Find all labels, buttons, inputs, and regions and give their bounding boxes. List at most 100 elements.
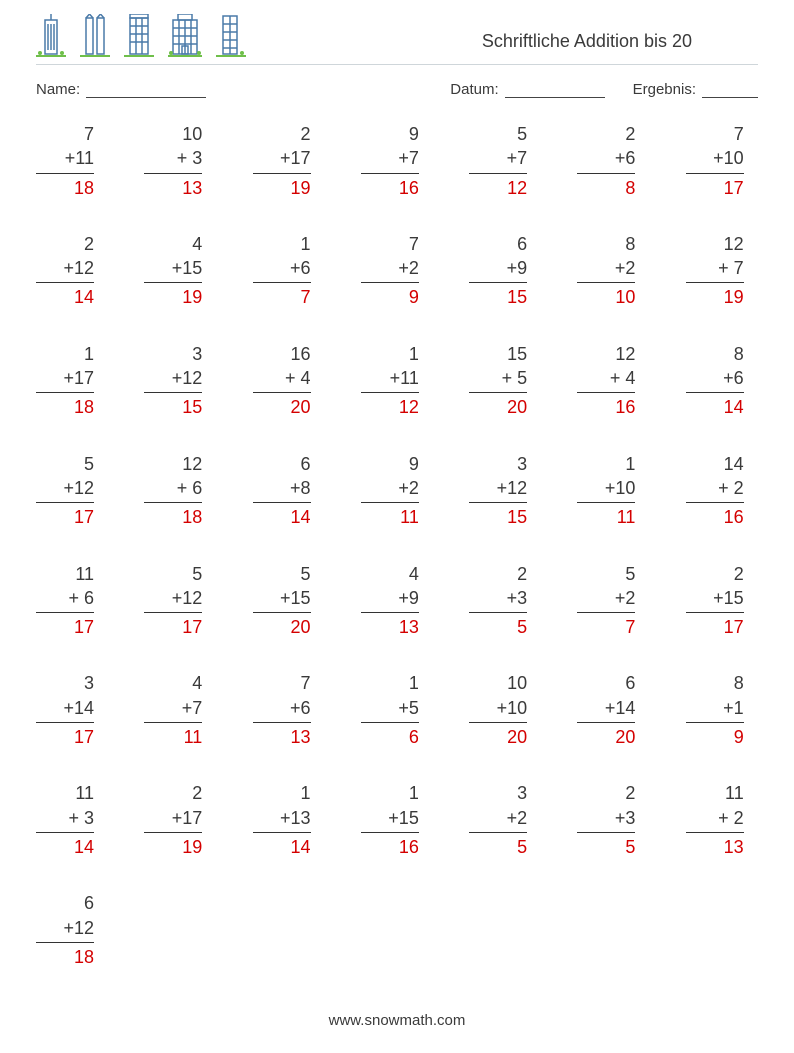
addend-a: 12 — [615, 342, 635, 366]
name-blank[interactable] — [86, 82, 206, 98]
addend-b-row: + 6 — [144, 476, 202, 503]
addend-b-row: + 3 — [144, 146, 202, 173]
header: Schriftliche Addition bis 20 — [36, 14, 758, 65]
addition-problem: 8+210 — [577, 232, 635, 310]
addend-b-row: +2 — [361, 256, 419, 283]
addend-a: 10 — [507, 671, 527, 695]
plus-and-b: +14 — [605, 696, 636, 720]
addend-a: 14 — [724, 452, 744, 476]
answer: 19 — [182, 833, 202, 859]
addend-a: 9 — [409, 452, 419, 476]
addend-b-row: +3 — [577, 806, 635, 833]
answer: 13 — [399, 613, 419, 639]
addend-b-row: +13 — [253, 806, 311, 833]
addend-a: 12 — [724, 232, 744, 256]
answer: 18 — [74, 943, 94, 969]
plus-and-b: + 3 — [68, 806, 94, 830]
datum-label: Datum: — [450, 81, 498, 98]
addend-a: 6 — [625, 671, 635, 695]
addend-a: 9 — [409, 122, 419, 146]
addend-b-row: +17 — [144, 806, 202, 833]
plus-and-b: +12 — [63, 916, 94, 940]
plus-and-b: + 6 — [68, 586, 94, 610]
addend-a: 8 — [625, 232, 635, 256]
addition-problem: 7+29 — [361, 232, 419, 310]
answer: 18 — [74, 174, 94, 200]
datum-field: Datum: — [450, 81, 604, 98]
answer: 5 — [517, 833, 527, 859]
answer: 7 — [625, 613, 635, 639]
footer-url: www.snowmath.com — [0, 1012, 794, 1029]
addition-problem: 11+ 617 — [36, 562, 94, 640]
addition-problem: 2+1719 — [144, 781, 202, 859]
addition-problem: 2+68 — [577, 122, 635, 200]
addition-problem: 1+1314 — [253, 781, 311, 859]
addend-a: 3 — [192, 342, 202, 366]
addition-problem: 2+1719 — [253, 122, 311, 200]
plus-and-b: + 3 — [177, 146, 203, 170]
plus-and-b: +6 — [290, 696, 311, 720]
addend-b-row: + 5 — [469, 366, 527, 393]
addend-b-row: +12 — [144, 586, 202, 613]
plus-and-b: + 6 — [177, 476, 203, 500]
addition-problem: 11+ 314 — [36, 781, 94, 859]
answer: 17 — [724, 613, 744, 639]
addend-a: 8 — [734, 671, 744, 695]
addend-a: 1 — [409, 671, 419, 695]
addend-a: 4 — [192, 671, 202, 695]
plus-and-b: +2 — [507, 806, 528, 830]
answer: 18 — [74, 393, 94, 419]
addend-b-row: +8 — [253, 476, 311, 503]
answer: 15 — [507, 283, 527, 309]
building-icon — [36, 14, 66, 58]
addend-a: 7 — [409, 232, 419, 256]
addition-problem: 3+1417 — [36, 671, 94, 749]
plus-and-b: + 2 — [718, 806, 744, 830]
worksheet-title: Schriftliche Addition bis 20 — [482, 31, 758, 58]
plus-and-b: +12 — [497, 476, 528, 500]
answer: 11 — [184, 723, 203, 749]
answer: 17 — [724, 174, 744, 200]
plus-and-b: +2 — [398, 476, 419, 500]
meta-row: Name: Datum: Ergebnis: — [36, 81, 758, 98]
answer: 20 — [615, 723, 635, 749]
addend-a: 11 — [725, 781, 744, 805]
building-icon — [216, 14, 246, 58]
ergebnis-field: Ergebnis: — [633, 81, 758, 98]
plus-and-b: +17 — [280, 146, 311, 170]
addend-b-row: +15 — [144, 256, 202, 283]
plus-and-b: +13 — [280, 806, 311, 830]
datum-blank[interactable] — [505, 82, 605, 98]
addition-problem: 10+ 313 — [144, 122, 202, 200]
addend-a: 7 — [301, 671, 311, 695]
addend-b-row: +17 — [36, 366, 94, 393]
answer: 17 — [74, 503, 94, 529]
addend-b-row: + 3 — [36, 806, 94, 833]
addend-b-row: +12 — [144, 366, 202, 393]
addend-b-row: +12 — [36, 256, 94, 283]
addend-b-row: +11 — [361, 366, 419, 393]
addition-problem: 4+711 — [144, 671, 202, 749]
addend-a: 6 — [84, 891, 94, 915]
addend-b-row: +5 — [361, 696, 419, 723]
addend-b-row: + 2 — [686, 476, 744, 503]
plus-and-b: +6 — [615, 146, 636, 170]
plus-and-b: +15 — [172, 256, 203, 280]
addition-problem: 5+1217 — [144, 562, 202, 640]
plus-and-b: +12 — [63, 476, 94, 500]
addition-problem: 1+1011 — [577, 452, 635, 530]
plus-and-b: +10 — [497, 696, 528, 720]
plus-and-b: +1 — [723, 696, 744, 720]
answer: 9 — [734, 723, 744, 749]
plus-and-b: +8 — [290, 476, 311, 500]
addition-problem: 12+ 416 — [577, 342, 635, 420]
plus-and-b: +9 — [398, 586, 419, 610]
addend-a: 10 — [182, 122, 202, 146]
addition-problem: 16+ 420 — [253, 342, 311, 420]
plus-and-b: + 4 — [610, 366, 636, 390]
answer: 16 — [399, 174, 419, 200]
addend-b-row: +15 — [686, 586, 744, 613]
addition-problem: 4+913 — [361, 562, 419, 640]
ergebnis-blank[interactable] — [702, 82, 758, 98]
plus-and-b: +17 — [172, 806, 203, 830]
